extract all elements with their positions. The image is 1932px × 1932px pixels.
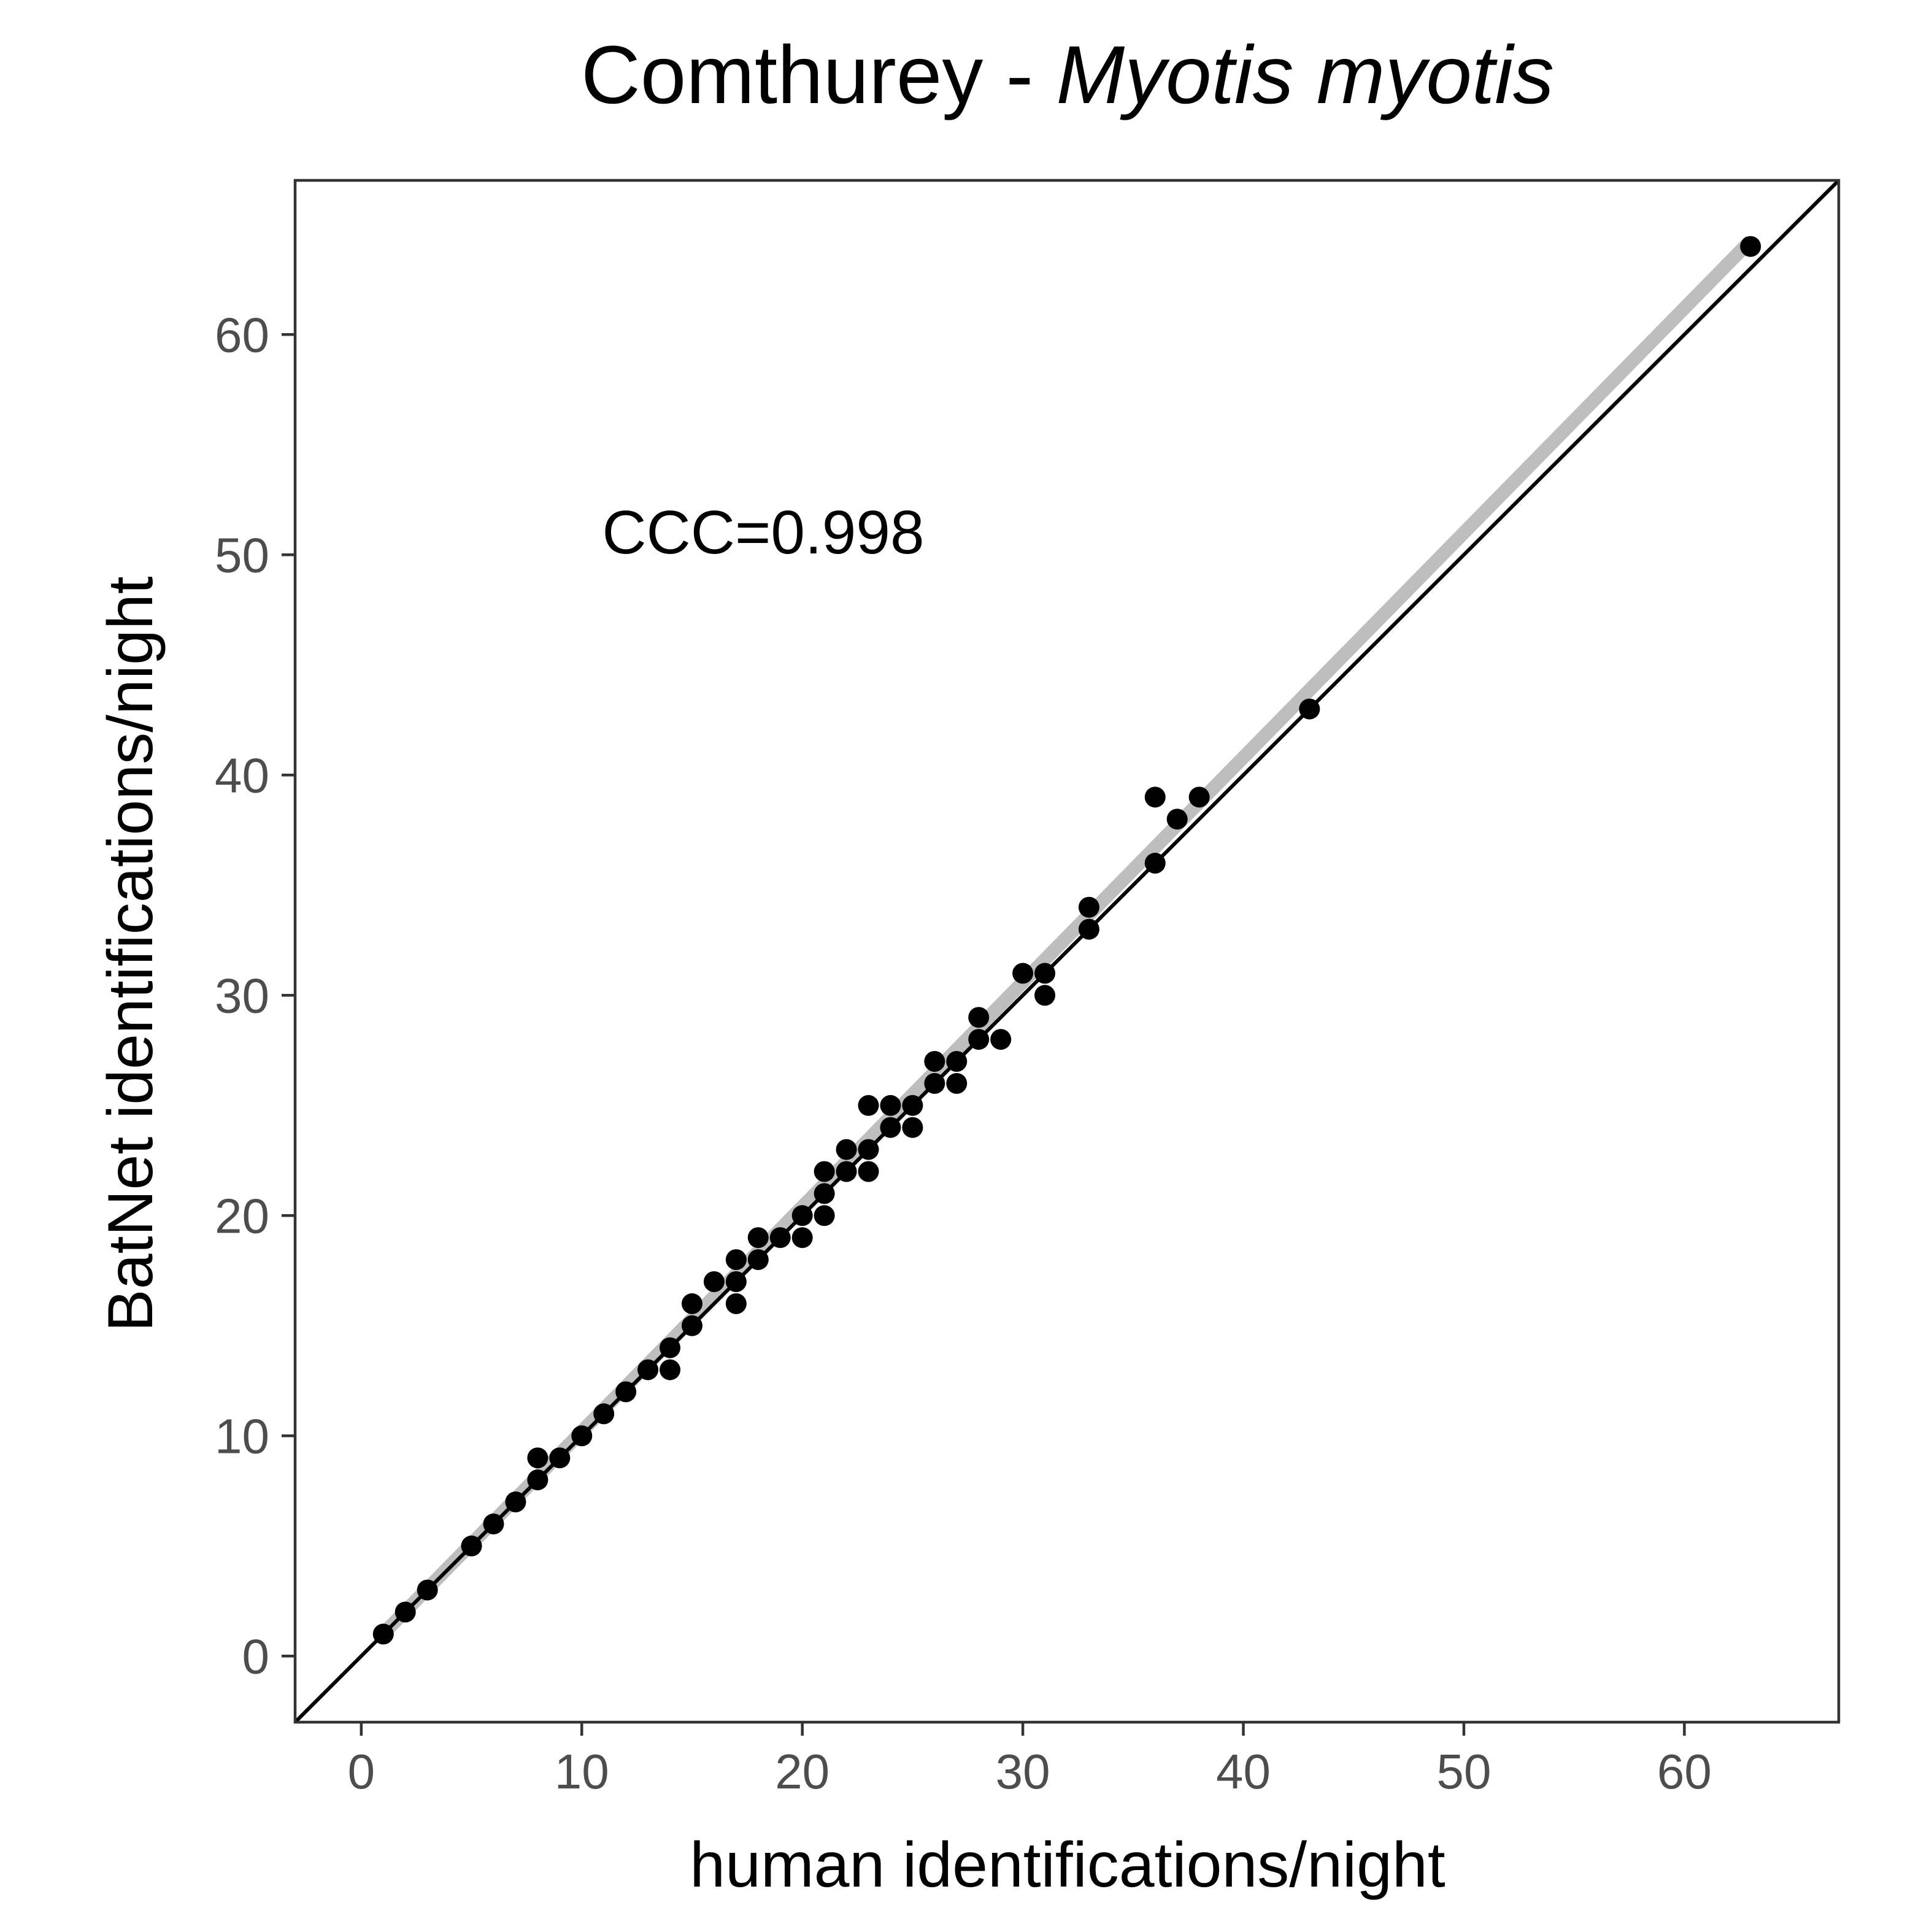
chart-title-prefix: Comthurey - (581, 29, 1056, 121)
data-point (505, 1491, 526, 1512)
x-tick-label: 0 (348, 1744, 375, 1799)
data-point (946, 1072, 968, 1094)
data-point (747, 1249, 769, 1271)
data-point (394, 1601, 416, 1623)
data-point (1166, 809, 1188, 830)
data-point (372, 1623, 394, 1645)
data-point (924, 1072, 945, 1094)
data-point (660, 1359, 681, 1380)
ccc-annotation: CCC=0.998 (602, 498, 924, 567)
y-tick-label: 10 (215, 1409, 269, 1463)
data-point (814, 1161, 835, 1182)
data-point (880, 1095, 901, 1116)
data-point (990, 1029, 1012, 1050)
plot-area (295, 180, 1839, 1722)
data-point (527, 1469, 548, 1491)
data-point (968, 1007, 990, 1028)
y-tick-label: 30 (215, 968, 269, 1023)
data-point (660, 1337, 681, 1358)
x-tick-label: 20 (775, 1744, 829, 1799)
data-point (946, 1051, 968, 1072)
data-point (858, 1161, 879, 1182)
data-point (681, 1315, 702, 1336)
data-point (527, 1447, 548, 1469)
y-tick-label: 20 (215, 1188, 269, 1243)
data-point (747, 1227, 769, 1249)
data-point (1078, 896, 1099, 918)
data-point (681, 1293, 702, 1314)
data-point (858, 1095, 879, 1116)
x-tick-label: 50 (1436, 1744, 1491, 1799)
y-tick-label: 60 (215, 307, 269, 362)
data-point (615, 1381, 637, 1403)
data-point (1012, 963, 1034, 984)
data-point (902, 1095, 923, 1116)
y-tick-label: 40 (215, 748, 269, 802)
y-tick-label: 0 (242, 1629, 270, 1684)
data-point (924, 1051, 945, 1072)
data-point (725, 1293, 747, 1314)
data-point (725, 1271, 747, 1292)
data-point (1188, 787, 1210, 808)
data-point (637, 1359, 659, 1380)
data-point (968, 1029, 990, 1050)
data-point (791, 1205, 813, 1226)
data-point (1034, 963, 1056, 984)
data-point (1034, 985, 1056, 1006)
data-point (902, 1117, 923, 1138)
data-point (814, 1205, 835, 1226)
x-tick-label: 10 (555, 1744, 609, 1799)
data-point (1299, 698, 1320, 720)
data-point (1144, 787, 1166, 808)
data-point (791, 1227, 813, 1249)
chart-title-species: Myotis myotis (1056, 29, 1554, 121)
data-point (836, 1161, 857, 1182)
data-point (769, 1227, 791, 1249)
fit-confidence-band (378, 236, 1756, 1639)
x-tick-label: 60 (1657, 1744, 1712, 1799)
x-tick-label: 40 (1216, 1744, 1271, 1799)
data-point (549, 1447, 571, 1469)
data-point (858, 1139, 879, 1160)
data-point (703, 1271, 725, 1292)
data-point (1078, 918, 1099, 940)
data-point (461, 1535, 482, 1557)
data-point (483, 1513, 504, 1534)
data-point (417, 1579, 438, 1601)
data-point (725, 1249, 747, 1271)
plot-border (293, 179, 1841, 1724)
data-point (571, 1425, 593, 1447)
y-axis: 0 10 20 30 40 50 60 (215, 307, 295, 1684)
data-point (836, 1139, 857, 1160)
data-point (593, 1403, 615, 1425)
x-axis: 0 10 20 30 40 50 60 (348, 1722, 1712, 1799)
x-tick-label: 30 (996, 1744, 1050, 1799)
y-axis-title: BatNet identifications/night (95, 576, 166, 1332)
chart-title: Comthurey - Myotis myotis (581, 29, 1554, 121)
data-point (1740, 236, 1761, 257)
data-point (880, 1117, 901, 1138)
data-point (814, 1183, 835, 1204)
y-tick-label: 50 (215, 528, 269, 582)
data-point (1144, 852, 1166, 874)
x-axis-title: human identifications/night (690, 1830, 1445, 1901)
